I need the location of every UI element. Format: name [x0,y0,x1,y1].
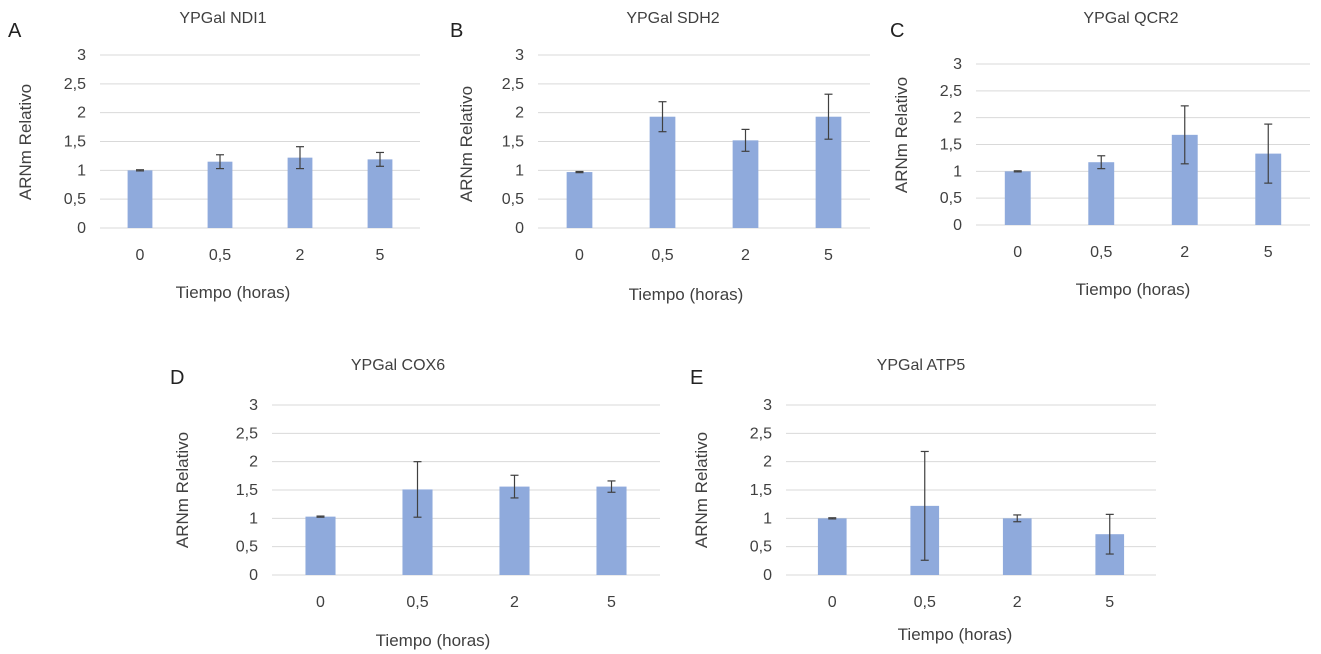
y-tick-label: 0,5 [236,539,258,556]
panel-letter: C [890,20,905,42]
x-tick-label: 0,5 [209,247,231,264]
panel-letter: A [8,20,22,42]
bar-plot: 0 0,5 1 1,5 2 2,5 3 0 0,5 2 5 [750,397,1156,611]
x-tick-label: 2 [741,247,750,264]
chart-title: YPGal ATP5 [876,357,966,374]
y-tick-label: 3 [77,47,86,64]
x-tick-label: 0 [316,594,325,611]
x-tick-label: 2 [510,594,519,611]
chart-title: YPGal NDI1 [179,10,267,27]
bar [1002,518,1032,575]
x-axis-label: Tiempo (horas) [375,631,491,650]
y-tick-label: 3 [515,47,524,64]
x-tick-label: 0 [828,594,837,611]
x-axis-label: Tiempo (horas) [628,285,744,304]
x-tick-label: 5 [1264,244,1273,261]
y-tick-label: 1,5 [64,134,86,151]
y-tick-label: 0 [77,220,86,237]
y-tick-label: 0 [249,567,258,584]
chart-panel-a: A YPGal NDI1 ARNm Relativo Tiempo (horas… [0,0,440,320]
y-tick-label: 1 [77,162,86,179]
y-tick-label: 2 [763,454,772,471]
bar [305,516,336,575]
bar [1004,171,1031,225]
x-tick-label: 5 [1105,594,1114,611]
y-tick-label: 1 [249,510,258,527]
y-tick-label: 1,5 [502,134,524,151]
chart-panel-d: D YPGal COX6 ARNm Relativo Tiempo (horas… [160,345,680,654]
y-tick-label: 2,5 [64,76,86,93]
bar [367,159,393,228]
bar [596,486,627,575]
x-tick-label: 5 [824,247,833,264]
x-tick-label: 0,5 [914,594,936,611]
y-tick-label: 1,5 [940,137,962,154]
y-tick-label: 0,5 [750,539,772,556]
x-tick-label: 0 [1013,244,1022,261]
x-tick-label: 0,5 [651,247,673,264]
y-tick-label: 0,5 [940,190,962,207]
bar-plot: 0 0,5 1 1,5 2 2,5 3 0 0,5 2 5 [64,47,420,264]
bar [817,518,847,575]
y-tick-label: 1,5 [750,482,772,499]
chart-panel-b: B YPGal SDH2 ARNm Relativo Tiempo (horas… [440,0,880,320]
x-tick-label: 0,5 [1090,244,1112,261]
x-axis-label: Tiempo (horas) [175,283,291,302]
x-axis-label: Tiempo (horas) [1075,280,1191,299]
y-tick-label: 0,5 [64,191,86,208]
x-tick-label: 2 [1013,594,1022,611]
y-tick-label: 3 [249,397,258,414]
chart-title: YPGal QCR2 [1083,10,1179,27]
y-tick-label: 1 [515,162,524,179]
y-tick-label: 2 [77,105,86,122]
x-tick-label: 5 [607,594,616,611]
panel-letter: B [450,20,464,42]
y-tick-label: 1 [953,163,962,180]
y-tick-label: 3 [763,397,772,414]
bar-plot: 0 0,5 1 1,5 2 2,5 3 0 0,5 2 5 [236,397,660,611]
bar [1088,162,1115,225]
bar-plot: 0 0,5 1 1,5 2 2,5 3 0 0,5 2 5 [940,56,1310,261]
y-tick-label: 2,5 [750,425,772,442]
y-tick-label: 2 [515,105,524,122]
x-tick-label: 0 [136,247,145,264]
y-tick-label: 2 [249,454,258,471]
bar [649,116,676,228]
x-tick-label: 5 [376,247,385,264]
x-tick-label: 2 [296,247,305,264]
y-tick-label: 2 [953,110,962,127]
bar [566,172,593,228]
chart-title: YPGal COX6 [350,357,446,374]
bar-plot: 0 0,5 1 1,5 2 2,5 3 0 0,5 2 5 [502,47,870,264]
x-tick-label: 2 [1180,244,1189,261]
y-tick-label: 0 [953,217,962,234]
bar [499,486,530,575]
x-axis-label: Tiempo (horas) [897,625,1013,644]
x-tick-label: 0 [575,247,584,264]
panel-letter: E [690,367,704,389]
y-tick-label: 2,5 [940,83,962,100]
y-tick-label: 0,5 [502,191,524,208]
chart-panel-c: C YPGal QCR2 ARNm Relativo Tiempo (horas… [880,0,1321,320]
y-tick-label: 1,5 [236,482,258,499]
chart-title: YPGal SDH2 [626,10,720,27]
y-tick-label: 2,5 [502,76,524,93]
y-tick-label: 3 [953,56,962,73]
bar [732,140,759,228]
y-tick-label: 0 [515,220,524,237]
bar [127,170,153,228]
y-tick-label: 2,5 [236,425,258,442]
x-tick-label: 0,5 [406,594,428,611]
bar [287,157,313,228]
chart-panel-e: E YPGal ATP5 ARNm Relativo Tiempo (horas… [680,345,1200,654]
y-tick-label: 1 [763,510,772,527]
panel-letter: D [170,367,185,389]
y-tick-label: 0 [763,567,772,584]
bar [207,161,233,228]
